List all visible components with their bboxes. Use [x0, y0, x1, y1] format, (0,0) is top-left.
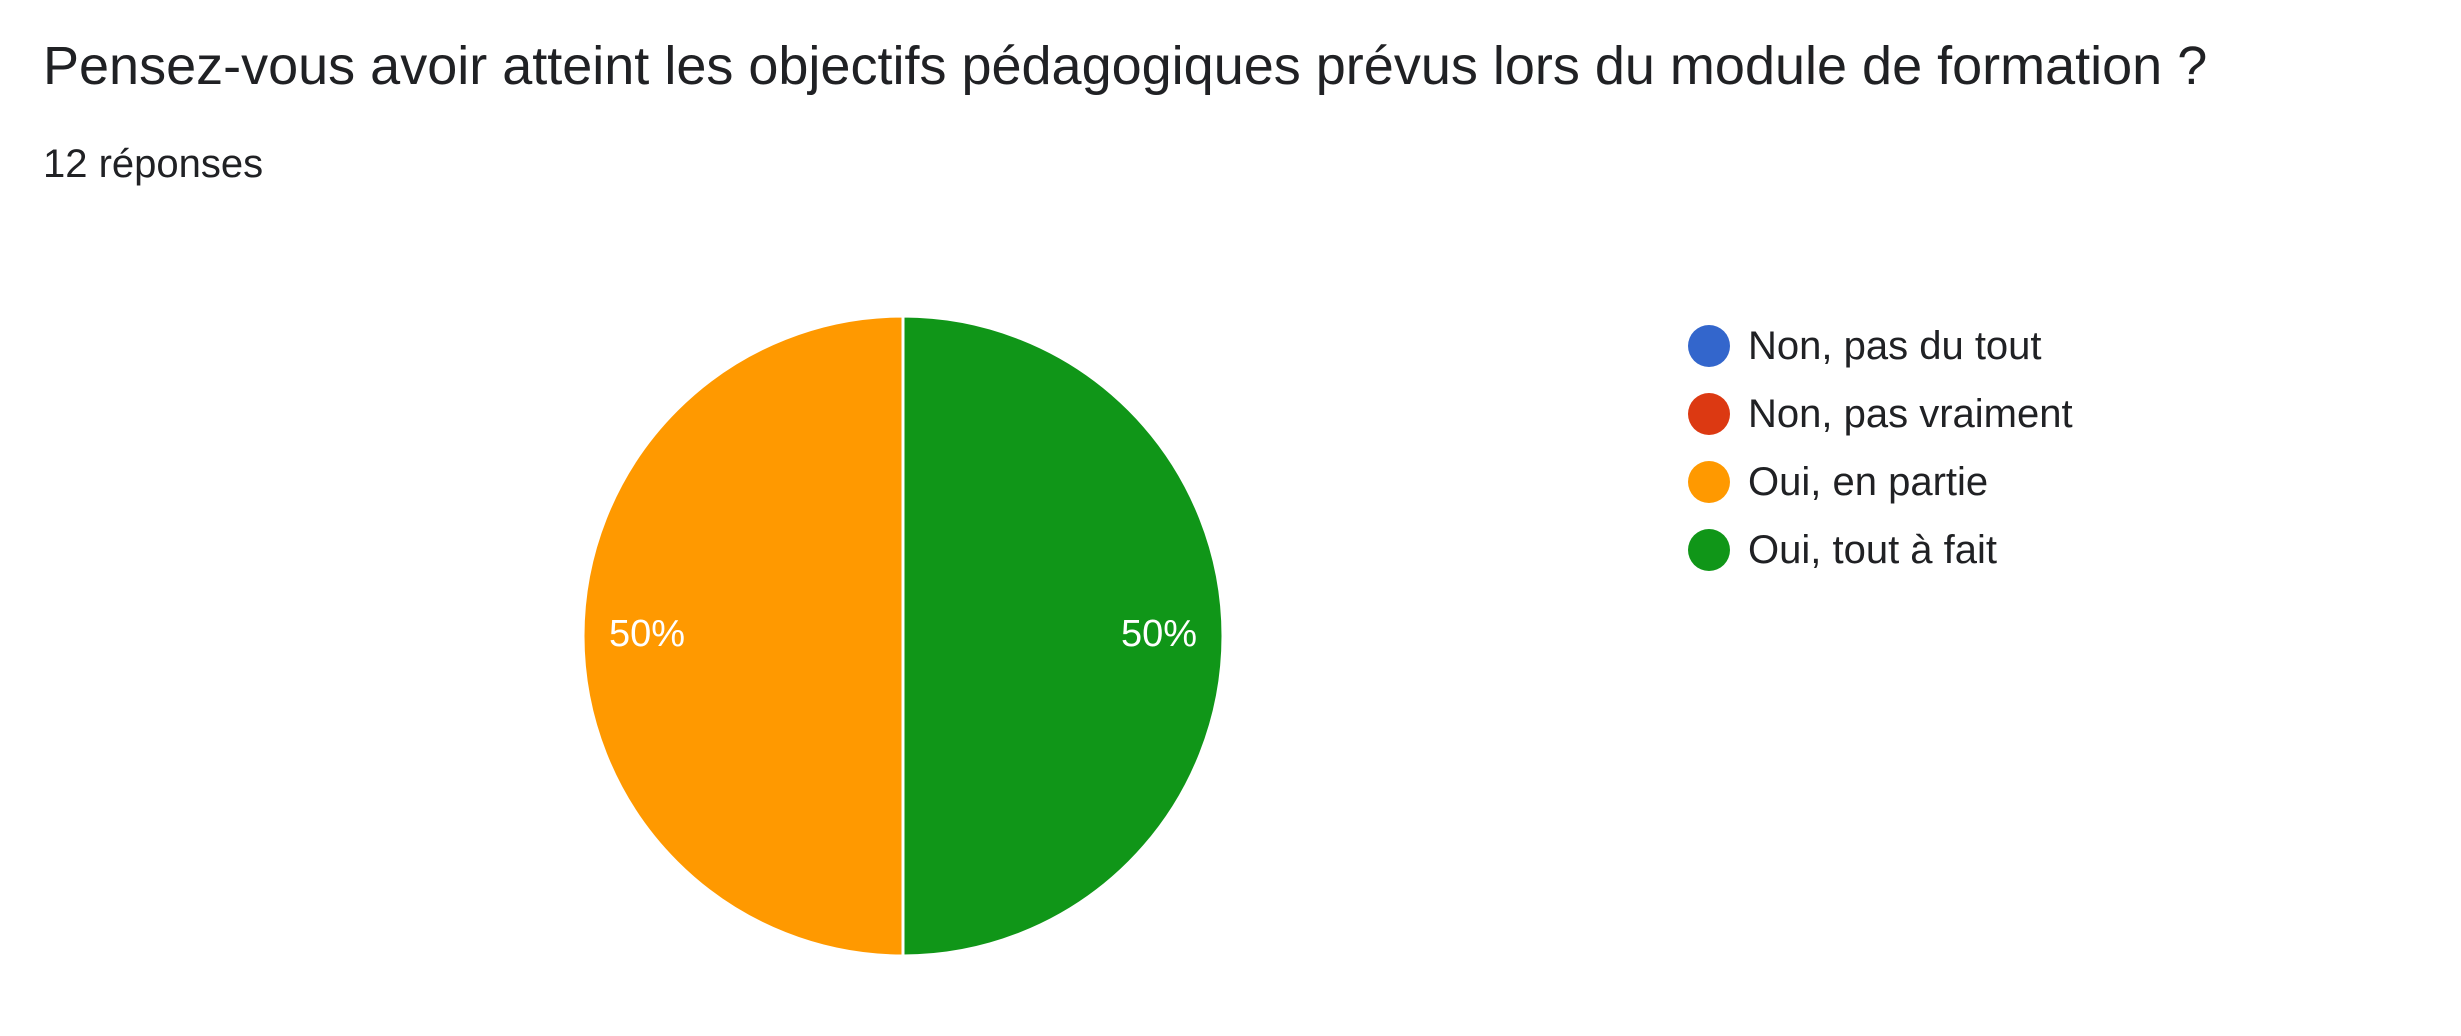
legend-label: Non, pas du tout: [1748, 324, 2042, 368]
legend-label: Non, pas vraiment: [1748, 392, 2073, 436]
legend-item[interactable]: Non, pas du tout: [1688, 312, 2388, 380]
legend-swatch-icon: [1688, 529, 1730, 571]
legend-item[interactable]: Non, pas vraiment: [1688, 380, 2388, 448]
legend-item[interactable]: Oui, en partie: [1688, 448, 2388, 516]
legend-swatch-icon: [1688, 461, 1730, 503]
slice-percent-label: 50%: [1121, 613, 1197, 655]
pie-slice[interactable]: [581, 314, 905, 958]
question-title: Pensez-vous avoir atteint les objectifs …: [43, 36, 2208, 96]
legend-swatch-icon: [1688, 325, 1730, 367]
chart-legend: Non, pas du tout Non, pas vraiment Oui, …: [1688, 312, 2388, 584]
response-count: 12 réponses: [43, 142, 264, 186]
legend-swatch-icon: [1688, 393, 1730, 435]
pie-slice[interactable]: [901, 314, 1225, 958]
legend-label: Oui, en partie: [1748, 460, 1989, 504]
slice-percent-label: 50%: [609, 613, 685, 655]
legend-label: Oui, tout à fait: [1748, 528, 1998, 572]
legend-item[interactable]: Oui, tout à fait: [1688, 516, 2388, 584]
